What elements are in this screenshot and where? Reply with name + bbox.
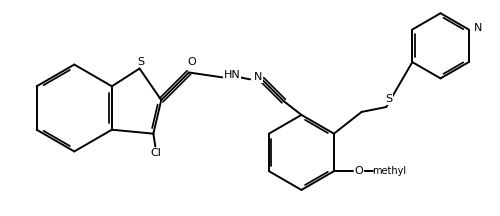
- Text: HN: HN: [224, 70, 240, 80]
- Text: methyl: methyl: [372, 166, 406, 176]
- Text: S: S: [386, 94, 393, 104]
- Text: O: O: [188, 57, 196, 67]
- Text: O: O: [354, 166, 363, 176]
- Text: S: S: [137, 57, 144, 67]
- Text: N: N: [254, 72, 262, 82]
- Text: N: N: [474, 22, 482, 33]
- Text: Cl: Cl: [150, 148, 161, 158]
